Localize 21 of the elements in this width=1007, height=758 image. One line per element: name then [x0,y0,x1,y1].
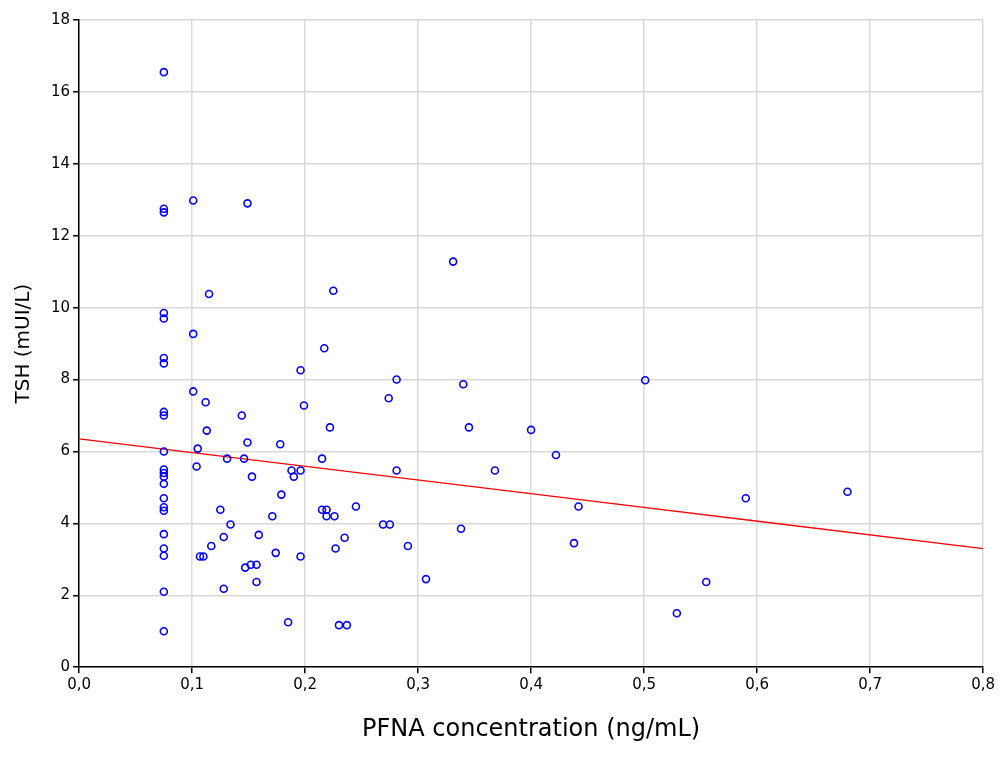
x-tick-label: 0,5 [632,675,657,694]
y-tick-label: 0 [60,657,71,676]
y-tick-label: 4 [60,513,71,532]
x-tick-label: 0,2 [293,675,318,694]
x-tick-label: 0,4 [519,675,544,694]
y-tick-label: 2 [60,585,71,604]
y-tick-label: 12 [50,225,71,244]
x-axis-title: PFNA concentration (ng/mL) [362,713,701,742]
y-axis-title: TSH (mUI/L) [10,283,35,405]
x-tick-label: 0,6 [745,675,770,694]
x-tick-label: 0,8 [971,675,995,694]
y-tick-label: 16 [50,81,71,100]
x-tick-label: 0,0 [67,675,92,694]
x-tick-label: 0,7 [858,675,882,694]
y-tick-label: 8 [60,369,71,388]
y-tick-label: 14 [50,153,71,172]
y-tick-label: 6 [60,441,71,460]
x-tick-label: 0,3 [406,675,431,694]
x-tick-label: 0,1 [180,675,205,694]
y-tick-label: 10 [50,297,71,316]
y-tick-label: 18 [50,9,71,28]
